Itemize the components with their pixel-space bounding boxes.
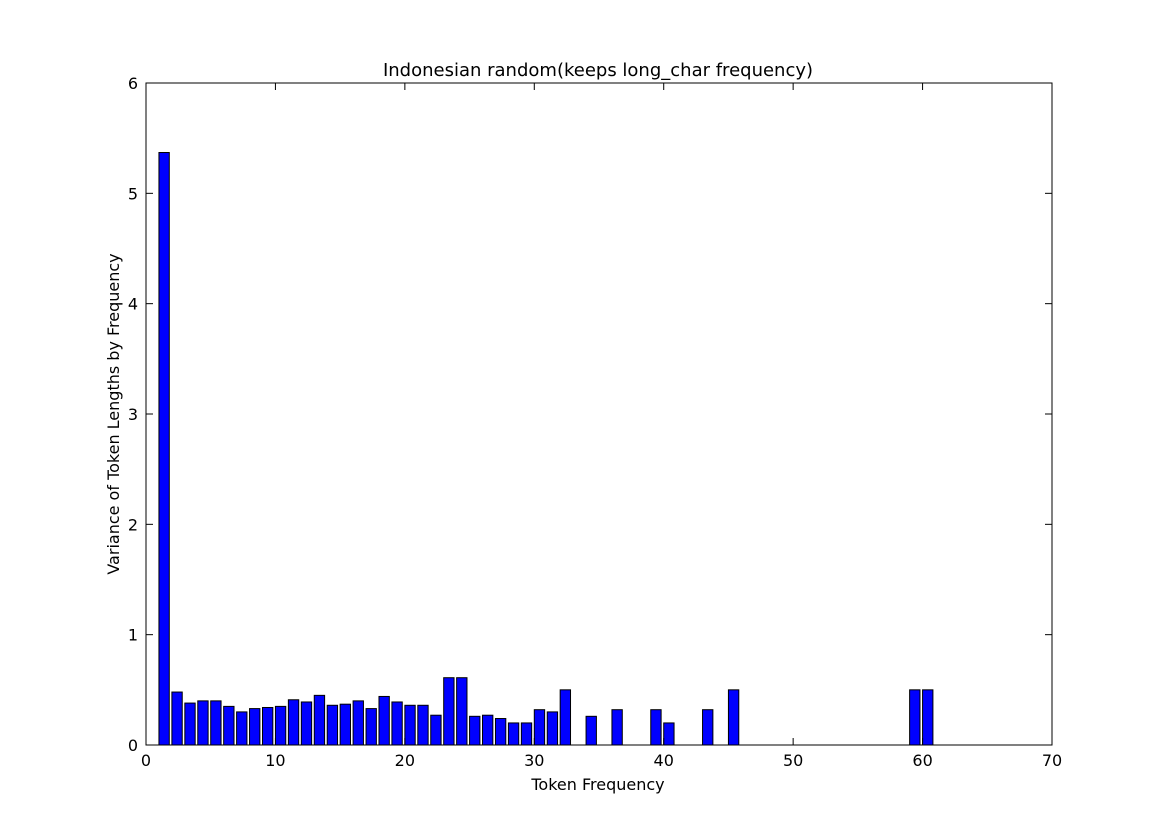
y-tick-label: 2 [128, 515, 138, 534]
bar [404, 704, 416, 746]
bar [171, 691, 183, 746]
bar [300, 701, 313, 746]
bar [236, 711, 248, 746]
bar [430, 714, 442, 746]
bar [469, 715, 481, 746]
chart-title: Indonesian random(keeps long_char freque… [383, 60, 813, 81]
bar [261, 706, 274, 746]
bar [417, 704, 429, 746]
bar [197, 700, 209, 746]
bar [313, 694, 326, 746]
bar [650, 709, 662, 746]
x-tick-label: 10 [265, 751, 285, 770]
bar [611, 709, 623, 746]
y-tick-label: 1 [128, 626, 138, 645]
bar [909, 689, 921, 746]
bar [663, 722, 675, 746]
bar [184, 702, 196, 746]
bar [559, 689, 572, 746]
bar [702, 709, 714, 746]
bar [274, 705, 287, 746]
y-tick-label: 4 [128, 295, 138, 314]
bar [507, 722, 520, 746]
x-tick-label: 20 [395, 751, 415, 770]
bar [223, 705, 235, 746]
bar [352, 700, 364, 746]
bar [249, 708, 261, 746]
bar [727, 689, 740, 746]
bar [443, 677, 455, 746]
bar [287, 699, 300, 746]
bar [494, 718, 507, 746]
x-tick-label: 50 [783, 751, 803, 770]
x-tick-label: 0 [141, 751, 151, 770]
y-tick-label: 3 [128, 405, 138, 424]
x-tick-label: 30 [524, 751, 544, 770]
y-tick-label: 6 [128, 74, 138, 93]
bar [326, 704, 339, 746]
bar [546, 711, 559, 746]
bar [482, 714, 494, 746]
bar [158, 152, 170, 746]
bar [585, 715, 597, 746]
y-tick-label: 0 [128, 736, 138, 755]
x-axis-label: Token Frequency [530, 775, 664, 794]
x-tick-label: 70 [1042, 751, 1062, 770]
y-tick-label: 5 [128, 184, 138, 203]
bar [365, 708, 377, 746]
x-tick-label: 40 [654, 751, 674, 770]
x-tick-label: 60 [912, 751, 932, 770]
bar [378, 695, 390, 746]
bar [456, 677, 468, 746]
bar [520, 722, 533, 746]
bar [533, 709, 546, 746]
ticks-group: 0 10 20 30 40 50 60 70 0 1 2 3 4 5 6 [128, 74, 1062, 770]
y-axis-label: Variance of Token Lengths by Frequency [104, 253, 123, 574]
bar [210, 700, 222, 746]
bar [391, 701, 403, 746]
bar [922, 689, 934, 746]
bar [339, 703, 351, 746]
